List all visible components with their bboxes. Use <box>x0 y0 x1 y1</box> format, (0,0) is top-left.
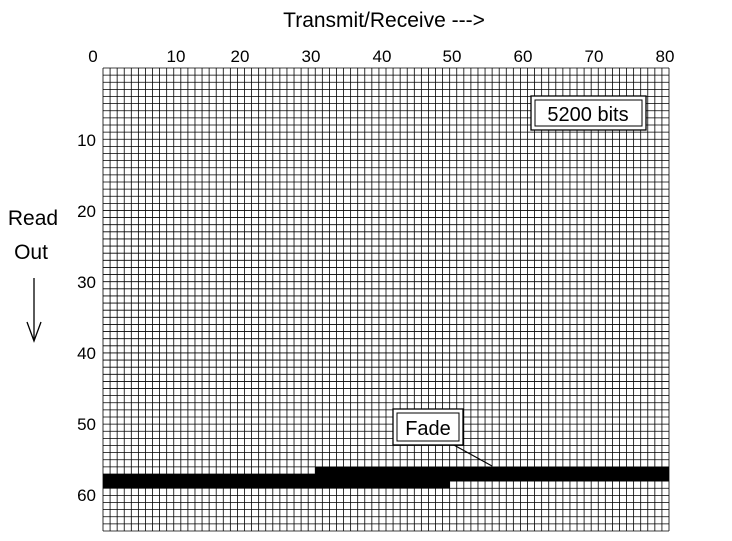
y-tick-label: 60 <box>77 486 96 505</box>
fade-callout-box <box>392 408 464 446</box>
bits-label: 5200 bits <box>547 104 628 126</box>
y-tick-label: 50 <box>77 415 96 434</box>
y-tick-labels: 10 20 30 40 50 60 <box>77 131 96 505</box>
fade-callout: Fade <box>392 408 493 467</box>
faded-segment <box>103 474 316 489</box>
y-tick-label: 30 <box>77 273 96 292</box>
down-arrow-icon <box>26 278 42 343</box>
x-axis-title: Transmit/Receive ---> <box>283 9 485 32</box>
x-tick-label: 70 <box>585 47 604 66</box>
x-tick-label: 80 <box>656 47 675 66</box>
y-tick-label: 40 <box>77 344 96 363</box>
x-tick-label: 60 <box>514 47 533 66</box>
x-tick-label: 50 <box>443 47 462 66</box>
x-tick-label: 40 <box>373 47 392 66</box>
bits-callout: 5200 bits <box>530 95 647 131</box>
bits-callout-inner-box <box>534 99 643 127</box>
y-axis-title-out: Out <box>14 241 48 264</box>
y-tick-label: 10 <box>77 131 96 150</box>
x-tick-label: 0 <box>88 47 97 66</box>
faded-segment <box>315 466 450 489</box>
fade-callout-inner-box <box>396 412 460 442</box>
y-axis-title-read: Read <box>8 207 58 230</box>
fade-label: Fade <box>405 418 451 440</box>
x-tick-label: 30 <box>302 47 321 66</box>
y-tick-label: 20 <box>77 202 96 221</box>
faded-bits <box>103 466 669 489</box>
x-tick-label: 10 <box>167 47 186 66</box>
x-tick-label: 20 <box>231 47 250 66</box>
x-tick-labels: 0 10 20 30 40 50 60 70 80 <box>88 47 674 66</box>
faded-segment <box>449 466 669 482</box>
fade-callout-pointer <box>451 443 493 467</box>
bit-grid <box>102 67 670 532</box>
bits-callout-box <box>530 95 647 131</box>
